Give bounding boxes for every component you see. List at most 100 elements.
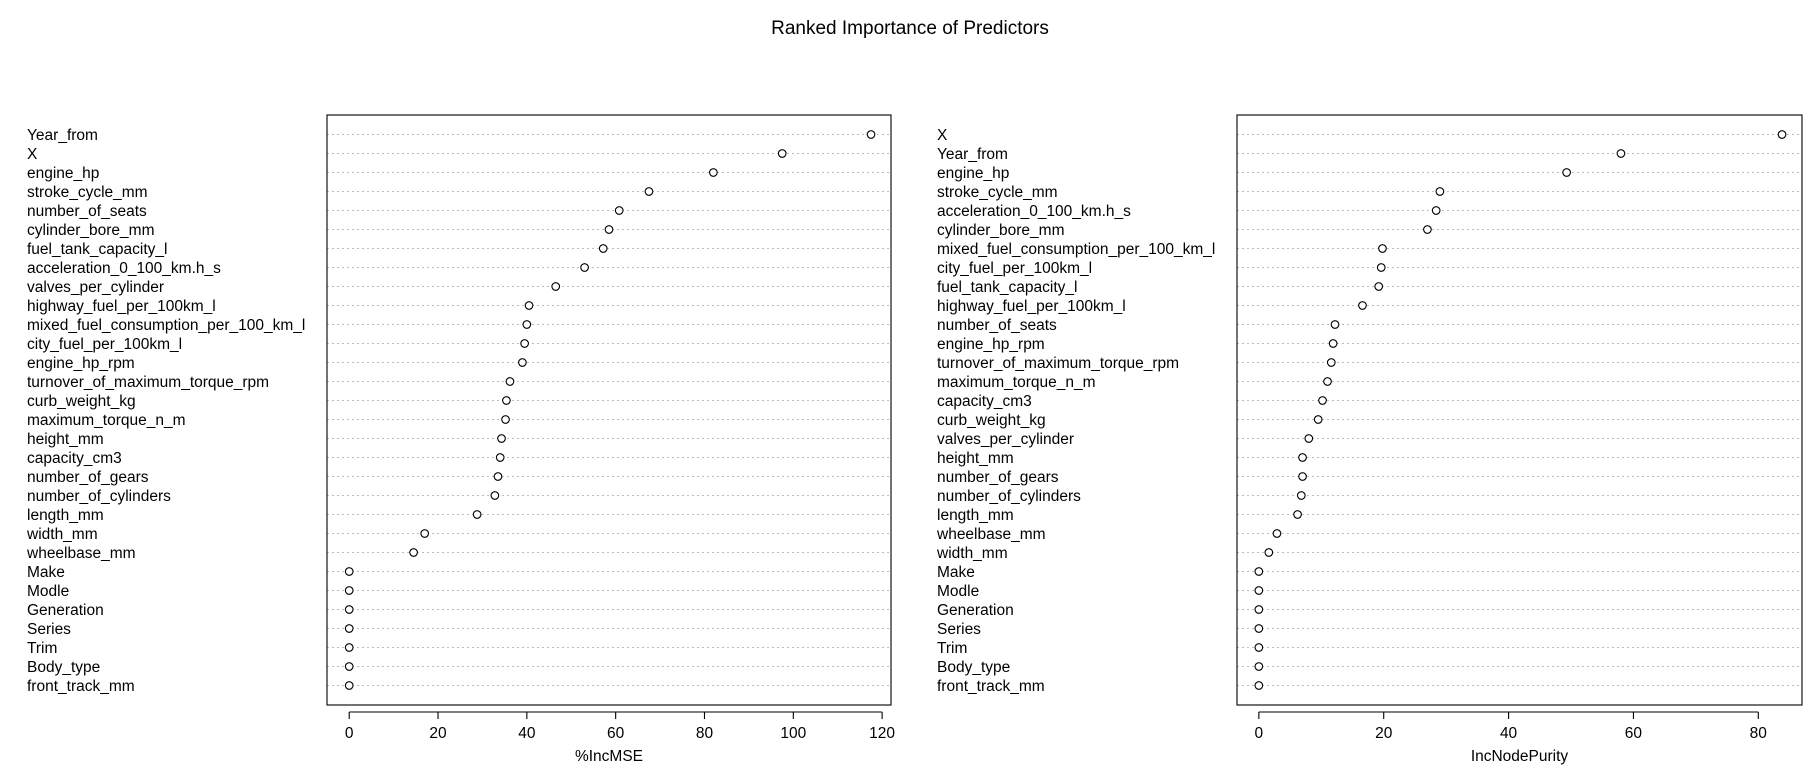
category-label: Generation	[27, 602, 104, 619]
category-label: Make	[937, 564, 975, 581]
data-point	[614, 206, 624, 215]
x-tick-label: 20	[429, 725, 447, 742]
x-tick-label: 100	[780, 725, 806, 742]
category-label: valves_per_cylinder	[27, 279, 164, 296]
data-point	[524, 301, 534, 310]
category-label: acceleration_0_100_km.h_s	[937, 203, 1131, 220]
data-point	[501, 415, 510, 424]
data-point	[344, 662, 354, 671]
category-label: stroke_cycle_mm	[27, 184, 148, 201]
data-point	[1326, 358, 1336, 367]
category-label: cylinder_bore_mm	[937, 222, 1065, 239]
data-point	[1272, 529, 1282, 538]
category-label: engine_hp_rpm	[27, 355, 135, 372]
data-point	[1298, 472, 1307, 481]
data-point	[344, 605, 354, 614]
data-point	[1264, 548, 1274, 557]
data-point	[344, 643, 354, 652]
category-label: Modle	[27, 583, 69, 600]
category-label: turnover_of_maximum_torque_rpm	[27, 374, 269, 391]
data-point	[1376, 263, 1386, 272]
data-point	[1254, 605, 1264, 614]
x-tick-label: 60	[607, 725, 625, 742]
data-point	[1374, 282, 1384, 291]
category-label: number_of_gears	[937, 469, 1059, 486]
plot-frame	[1236, 114, 1803, 706]
category-label: width_mm	[26, 526, 98, 543]
chart-title: Ranked Importance of Predictors	[771, 18, 1049, 39]
category-label: Generation	[937, 602, 1014, 619]
data-point	[420, 529, 430, 538]
category-label: wheelbase_mm	[26, 545, 136, 562]
category-label: stroke_cycle_mm	[937, 184, 1058, 201]
data-point	[490, 491, 500, 500]
category-label: mixed_fuel_consumption_per_100_km_l	[27, 317, 305, 334]
category-label: front_track_mm	[937, 678, 1045, 695]
category-label: engine_hp_rpm	[937, 336, 1045, 353]
category-label: acceleration_0_100_km.h_s	[27, 260, 221, 277]
x-tick-label: 80	[1750, 725, 1768, 742]
category-label: Trim	[937, 640, 967, 657]
data-point	[709, 168, 718, 177]
category-label: mixed_fuel_consumption_per_100_km_l	[937, 241, 1215, 258]
category-label: width_mm	[936, 545, 1008, 562]
category-label: turnover_of_maximum_torque_rpm	[937, 355, 1179, 372]
data-point	[604, 225, 614, 234]
data-point	[472, 510, 482, 519]
category-label: X	[27, 146, 38, 163]
category-label: fuel_tank_capacity_l	[937, 279, 1077, 296]
data-point	[1423, 225, 1432, 234]
data-point	[518, 358, 527, 367]
data-point	[497, 434, 506, 443]
data-point	[1616, 149, 1626, 158]
x-tick-label: 40	[518, 725, 536, 742]
data-point	[777, 149, 787, 158]
category-label: Year_from	[27, 127, 98, 144]
data-point	[1254, 662, 1264, 671]
category-label: Body_type	[937, 659, 1010, 676]
data-point	[1254, 643, 1264, 652]
data-point	[344, 624, 354, 633]
x-tick-label: 40	[1500, 725, 1518, 742]
data-point	[1777, 130, 1787, 139]
data-point	[1296, 491, 1306, 500]
category-label: curb_weight_kg	[937, 412, 1046, 429]
data-point	[344, 567, 354, 576]
data-point	[580, 263, 589, 272]
panel-incnodepurity: X Year_from engine_hp stroke_cycle_mmaccele…	[936, 114, 1803, 765]
x-axis-label: %IncMSE	[575, 748, 643, 765]
data-point	[644, 187, 654, 196]
category-label: length_mm	[937, 507, 1014, 524]
category-label: fuel_tank_capacity_l	[27, 241, 167, 258]
plot-frame	[326, 114, 892, 706]
category-label: capacity_cm3	[27, 450, 122, 467]
x-tick-label: 20	[1375, 725, 1393, 742]
x-axis-label: IncNodePurity	[1471, 748, 1569, 765]
category-label: capacity_cm3	[937, 393, 1032, 410]
category-label: X	[937, 127, 948, 144]
category-label: engine_hp	[937, 165, 1009, 182]
category-label: number_of_gears	[27, 469, 149, 486]
data-point	[1562, 168, 1571, 177]
category-label: cylinder_bore_mm	[27, 222, 155, 239]
category-label: number_of_cylinders	[27, 488, 171, 505]
data-point	[1313, 415, 1323, 424]
data-point	[1435, 187, 1445, 196]
category-label: Body_type	[27, 659, 100, 676]
data-point	[1293, 510, 1302, 519]
category-label: Trim	[27, 640, 57, 657]
data-point	[1378, 244, 1387, 253]
category-label: city_fuel_per_100km_l	[27, 336, 182, 353]
data-point	[409, 548, 418, 557]
category-label: curb_weight_kg	[27, 393, 136, 410]
data-point	[502, 396, 511, 405]
category-label: number_of_seats	[937, 317, 1057, 334]
category-label: Year_from	[937, 146, 1008, 163]
data-point	[344, 586, 354, 595]
data-point	[522, 320, 532, 329]
data-point	[520, 339, 529, 348]
data-point	[1254, 681, 1264, 690]
data-point	[1304, 434, 1314, 443]
data-point	[495, 453, 505, 462]
